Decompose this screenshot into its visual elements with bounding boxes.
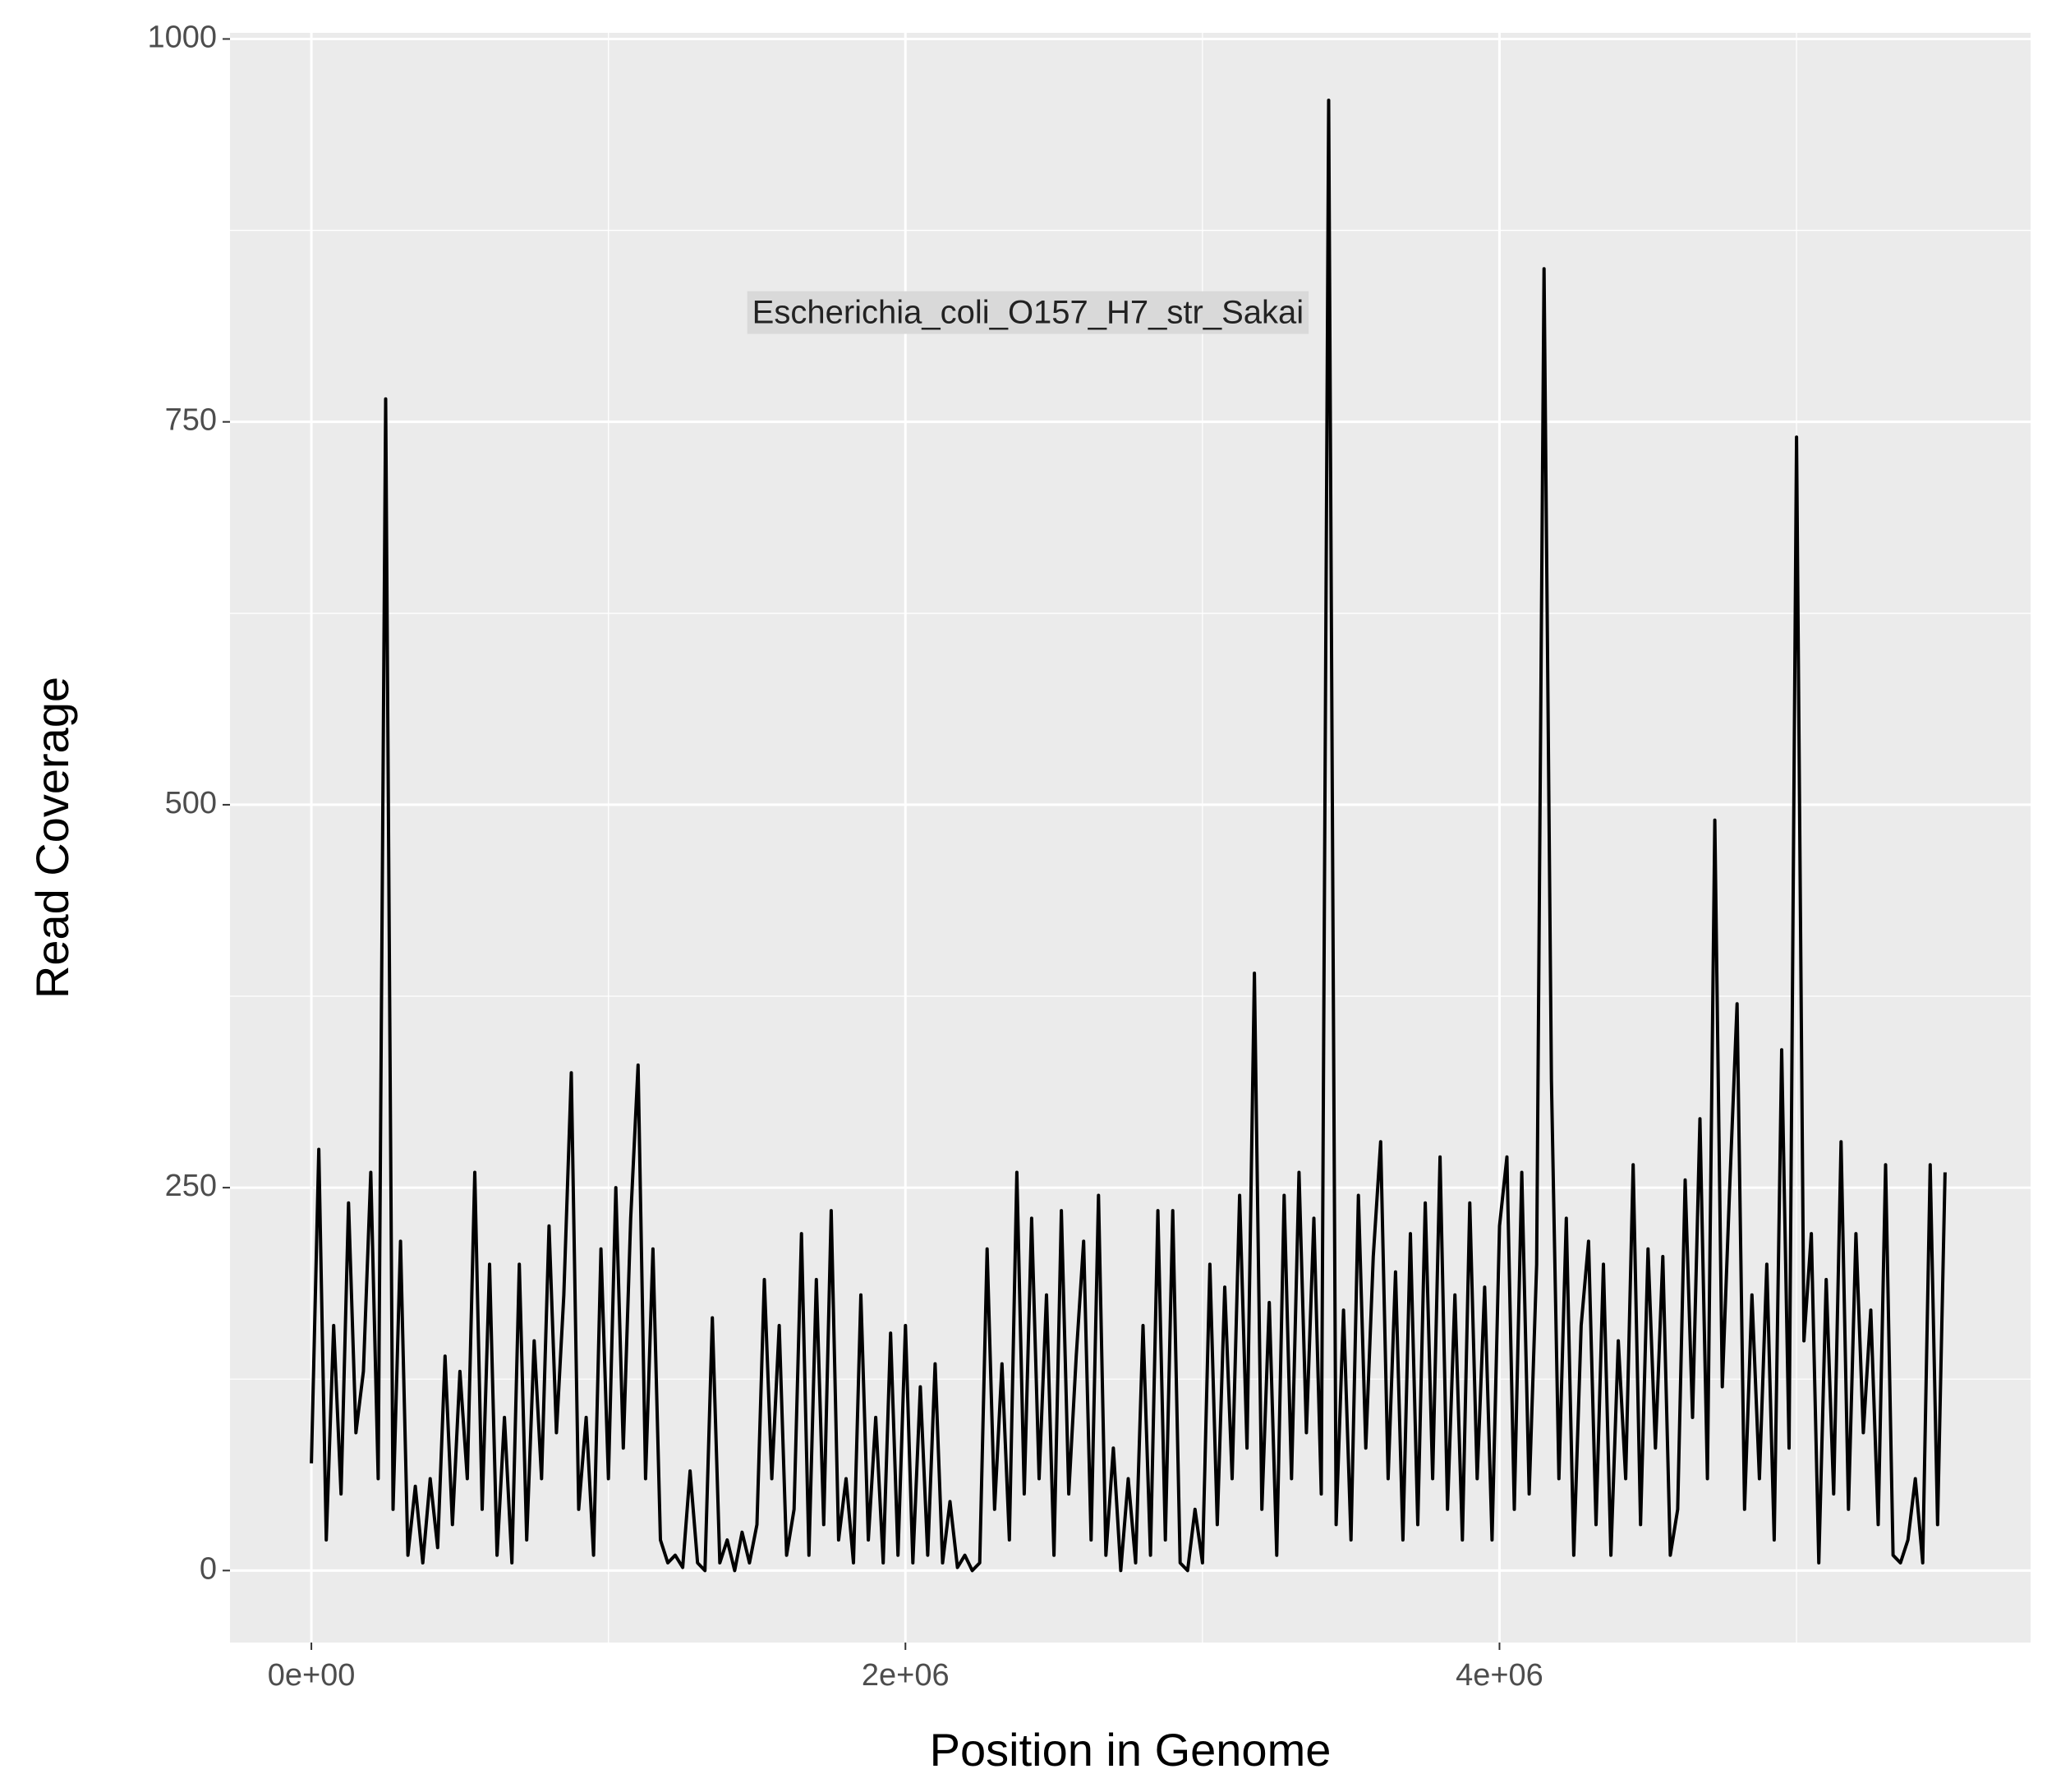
x-tick-label: 4e+06 <box>1456 1658 1543 1693</box>
x-tick-label: 2e+06 <box>862 1658 950 1693</box>
y-tick-label: 1000 <box>147 20 217 54</box>
y-tick-label: 750 <box>165 403 217 438</box>
y-tick-label: 250 <box>165 1169 217 1203</box>
annotation-label: Escherichia_coli_O157_H7_str_Sakai <box>752 295 1304 331</box>
coverage-line <box>310 99 1947 1573</box>
x-tick-label: 0e+00 <box>268 1658 356 1693</box>
y-axis-title: Read Coverage <box>26 677 78 999</box>
annotation: Escherichia_coli_O157_H7_str_Sakai <box>747 291 1309 334</box>
y-tick-label: 0 <box>200 1551 217 1586</box>
y-tick-label: 500 <box>165 786 217 820</box>
x-axis-title: Position in Genome <box>930 1724 1332 1776</box>
annotation-box <box>747 291 1309 334</box>
